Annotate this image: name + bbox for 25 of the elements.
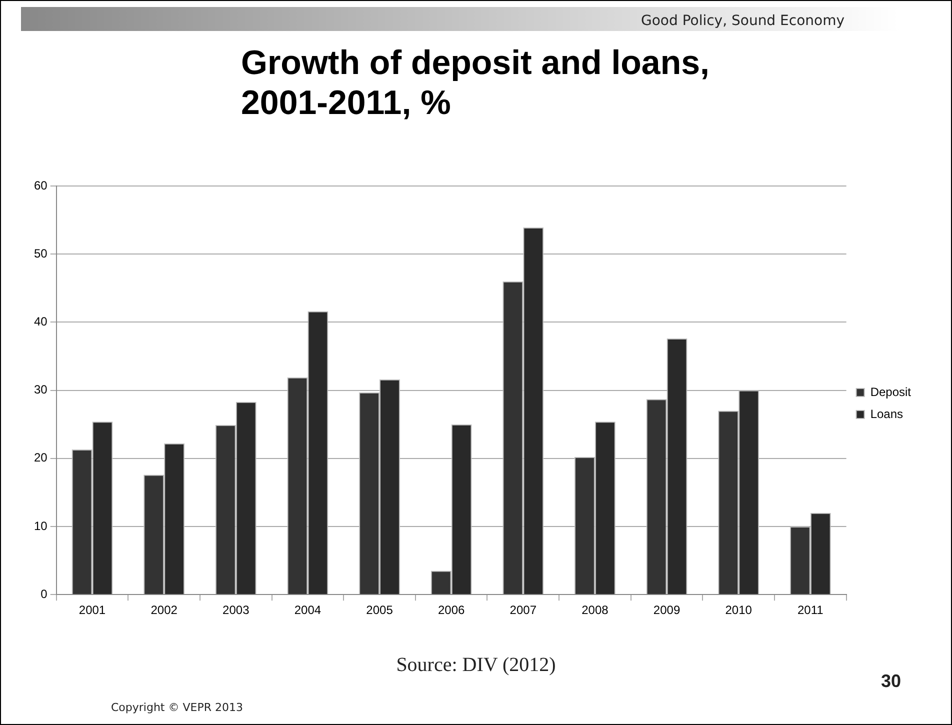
- x-tick-label: 2008: [582, 603, 609, 618]
- x-tick-label: 2003: [222, 603, 250, 618]
- y-tick-label: 0: [40, 586, 48, 601]
- x-tick-label: 2005: [366, 603, 394, 618]
- x-tick-label: 2002: [150, 603, 178, 618]
- x-tick-label: 2011: [798, 603, 824, 618]
- x-tick-label: 2009: [653, 603, 680, 618]
- x-tick-label: 2006: [438, 603, 465, 618]
- legend-label: Deposit: [870, 384, 912, 399]
- x-tick-label: 2004: [294, 603, 322, 618]
- x-tick-label: 2010: [725, 603, 752, 618]
- y-tick-label: 30: [34, 382, 48, 397]
- text: 30: [881, 671, 902, 692]
- source-note: Source: DIV (2012): [396, 654, 556, 676]
- y-tick-label: 20: [34, 450, 48, 465]
- y-tick-label: 50: [34, 246, 48, 260]
- x-tick-label: 2007: [510, 603, 537, 618]
- text: Good Policy, Sound Economy: [641, 13, 844, 29]
- y-tick-label: 40: [34, 314, 48, 329]
- y-tick-label: 10: [34, 518, 48, 533]
- y-tick-label: 60: [34, 178, 48, 192]
- text: Copyright © VEPR 2013: [111, 701, 243, 714]
- legend-label: Loans: [870, 406, 904, 421]
- x-tick-label: 2001: [78, 603, 106, 618]
- chart-title: Growth of deposit and loans, 2001-2011, %: [241, 43, 710, 123]
